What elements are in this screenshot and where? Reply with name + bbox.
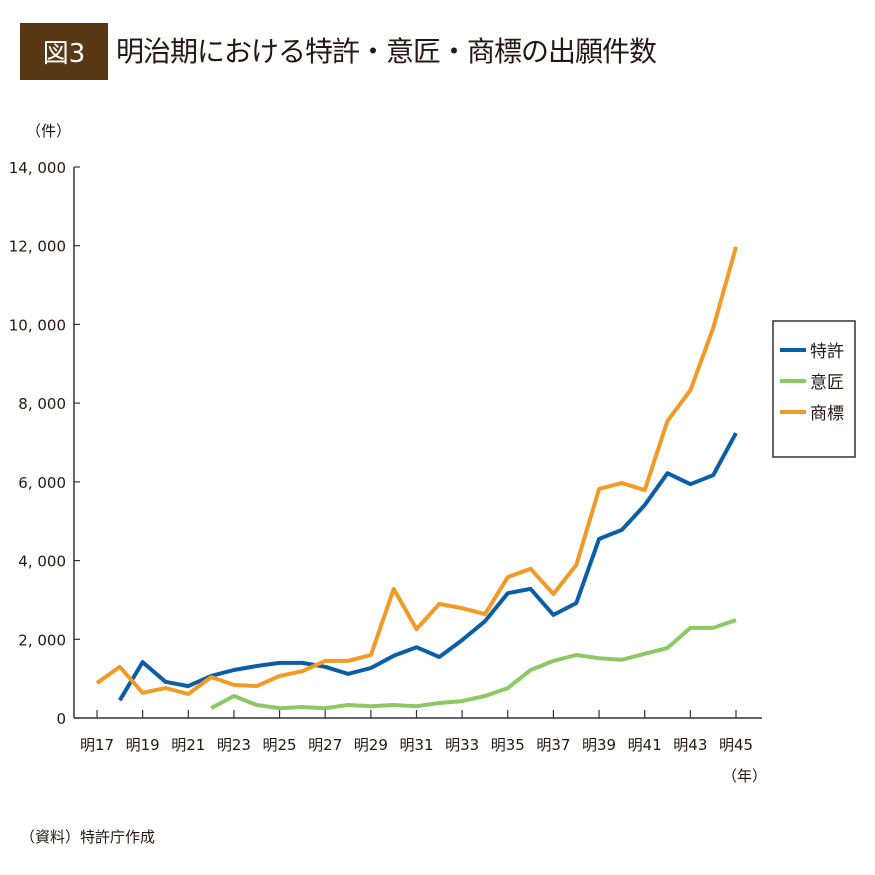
x-tick-label: 明43 bbox=[673, 736, 707, 754]
x-tick-label: 明19 bbox=[126, 736, 160, 754]
legend-box bbox=[772, 320, 856, 458]
y-tick-label: 8, 000 bbox=[18, 395, 66, 413]
series-line-1 bbox=[210, 618, 737, 711]
x-tick-label: 明23 bbox=[217, 736, 251, 754]
legend-label: 意匠 bbox=[810, 373, 844, 393]
y-tick-label: 4, 000 bbox=[18, 553, 66, 571]
y-tick-label: 12, 000 bbox=[9, 238, 66, 256]
x-tick-label: 明29 bbox=[354, 736, 388, 754]
series-line-2 bbox=[95, 246, 738, 696]
legend-label: 商標 bbox=[810, 404, 844, 424]
x-tick-label: 明35 bbox=[491, 736, 525, 754]
series-line-0 bbox=[118, 432, 738, 702]
x-tick-label: 明37 bbox=[536, 736, 570, 754]
x-tick-label: 明21 bbox=[171, 736, 205, 754]
x-tick-label: 明39 bbox=[582, 736, 616, 754]
y-axis-label: （件） bbox=[26, 122, 71, 140]
chart-title: 明治期における特許・意匠・商標の出願件数 bbox=[116, 35, 657, 68]
x-tick-label: 明27 bbox=[308, 736, 342, 754]
source-note: （資料）特許庁作成 bbox=[20, 828, 156, 846]
y-tick-label: 6, 000 bbox=[18, 474, 66, 492]
y-tick-label: 0 bbox=[56, 710, 66, 728]
x-tick-label: 明33 bbox=[445, 736, 479, 754]
legend-label: 特許 bbox=[810, 342, 844, 362]
x-tick-label: 明25 bbox=[263, 736, 297, 754]
y-tick-label: 10, 000 bbox=[9, 316, 66, 334]
figure-label: 図3 bbox=[20, 23, 108, 80]
y-tick-label: 14, 000 bbox=[9, 159, 66, 177]
x-tick-label: 明17 bbox=[80, 736, 114, 754]
x-tick-label: 明41 bbox=[628, 736, 662, 754]
x-tick-label: 明31 bbox=[399, 736, 433, 754]
x-axis-label: （年） bbox=[722, 767, 767, 785]
x-tick-label: 明45 bbox=[719, 736, 753, 754]
y-tick-label: 2, 000 bbox=[18, 631, 66, 649]
